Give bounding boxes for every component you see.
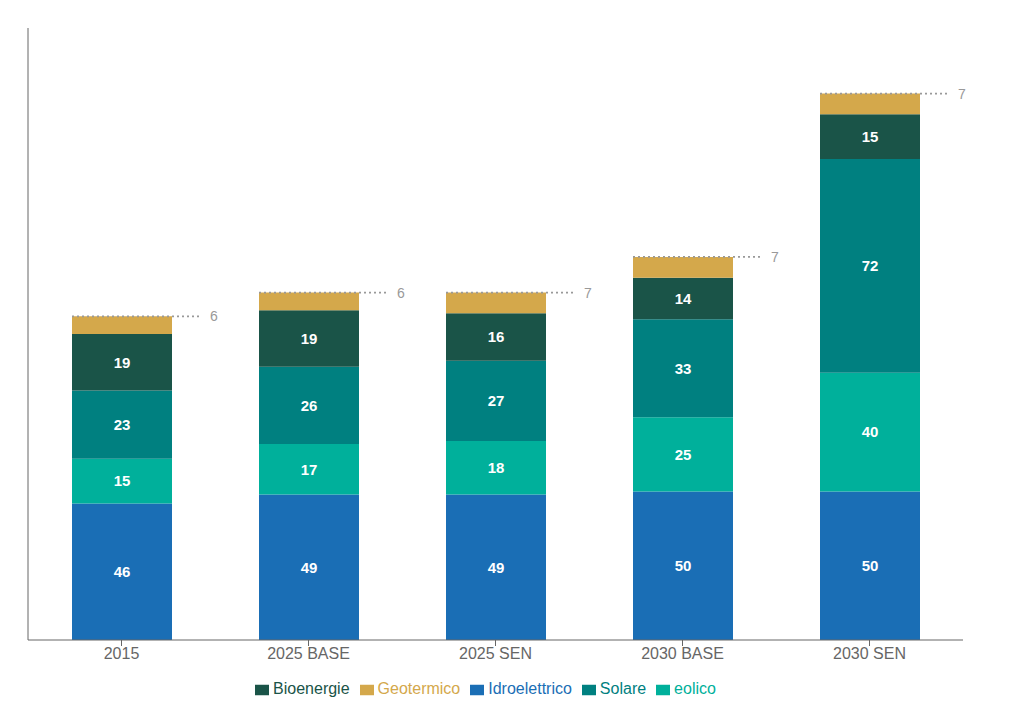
svg-text:33: 33	[675, 360, 692, 377]
svg-text:14: 14	[675, 290, 692, 307]
html-text:Bioenergie: Bioenergie	[273, 680, 350, 697]
svg-text:6: 6	[397, 285, 405, 301]
svg-text:50: 50	[675, 557, 692, 574]
svg-text:7: 7	[584, 285, 592, 301]
html-text:Solare: Solare	[599, 680, 647, 697]
svg-text:17: 17	[301, 461, 318, 478]
html-text:Idroelettrico: Idroelettrico	[488, 680, 572, 697]
svg-text:27: 27	[488, 392, 505, 409]
svg-text:19: 19	[114, 354, 131, 371]
svg-text:7: 7	[771, 249, 779, 265]
svg-text:2015: 2015	[104, 645, 140, 662]
svg-text:26: 26	[301, 397, 318, 414]
html-text:eolico: eolico	[674, 680, 716, 697]
svg-text:2030 BASE: 2030 BASE	[641, 645, 724, 662]
svg-text:46: 46	[114, 563, 131, 580]
svg-text:15: 15	[114, 472, 131, 489]
svg-text:19: 19	[301, 330, 318, 347]
svg-text:2025 BASE: 2025 BASE	[267, 645, 350, 662]
html-text:Geotermico: Geotermico	[377, 680, 461, 697]
svg-text:23: 23	[114, 416, 131, 433]
svg-text:49: 49	[488, 559, 505, 576]
svg-text:7: 7	[958, 86, 966, 102]
svg-text:15: 15	[862, 128, 879, 145]
svg-text:40: 40	[862, 423, 879, 440]
svg-text:25: 25	[675, 446, 692, 463]
svg-text:50: 50	[862, 557, 879, 574]
svg-text:6: 6	[210, 308, 218, 324]
svg-text:72: 72	[862, 257, 879, 274]
svg-text:18: 18	[488, 459, 505, 476]
svg-text:16: 16	[488, 328, 505, 345]
svg-text:2030 SEN: 2030 SEN	[833, 645, 906, 662]
svg-text:49: 49	[301, 559, 318, 576]
svg-text:2025 SEN: 2025 SEN	[459, 645, 532, 662]
